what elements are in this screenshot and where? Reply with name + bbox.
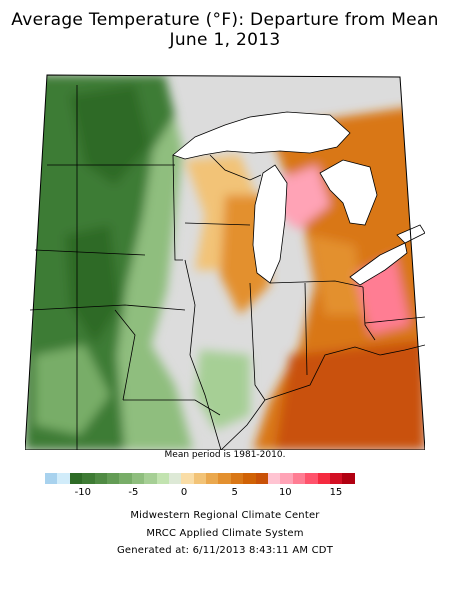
map-frame: [25, 74, 425, 450]
legend-swatch-2: [69, 473, 83, 484]
legend-tick-label: -5: [128, 487, 139, 498]
lake-michigan: [252, 164, 288, 284]
legend-swatch-13: [206, 473, 219, 484]
legend-tick-label: 15: [329, 487, 343, 498]
credit-generated: Generated at: 6/11/2013 8:43:11 AM CDT: [116, 545, 334, 556]
map-date: June 1, 2013: [169, 30, 281, 50]
legend-swatch-23: [329, 473, 343, 484]
legend-swatch-7: [131, 473, 145, 484]
legend-swatch-16: [243, 473, 256, 484]
legend-swatch-12: [193, 473, 207, 484]
mean-period-note: Mean period is 1981-2010.: [164, 450, 286, 460]
lake-huron: [319, 159, 378, 226]
legend-tick-label: -10: [74, 487, 91, 498]
lake-superior: [172, 111, 351, 160]
legend-swatch-24: [342, 473, 355, 484]
legend-swatch-6: [119, 473, 132, 484]
legend-swatch-10: [168, 473, 182, 484]
legend-swatch-20: [292, 473, 306, 484]
legend-swatch-19: [280, 473, 293, 484]
state-boundaries: [29, 85, 425, 450]
lake-erie: [349, 242, 408, 286]
legend-tick-label: 5: [231, 487, 238, 498]
legend-swatch-22: [317, 473, 330, 484]
legend-swatch-14: [218, 473, 231, 484]
color-legend: [45, 473, 355, 484]
legend-swatch-15: [230, 473, 244, 484]
legend-swatch-17: [255, 473, 269, 484]
legend-swatch-5: [106, 473, 120, 484]
legend-tick-label: 0: [180, 487, 188, 498]
temperature-departure-map: [25, 74, 425, 450]
legend-swatch-18: [268, 473, 281, 484]
credit-mrcc: Midwestern Regional Climate Center: [130, 510, 320, 521]
legend-swatch-8: [144, 473, 157, 484]
legend-swatch-4: [94, 473, 107, 484]
legend-tick-label: 10: [278, 487, 292, 498]
map-title: Average Temperature (°F): Departure from…: [11, 10, 439, 30]
legend-swatch-3: [82, 473, 95, 484]
legend-swatch-0: [45, 473, 58, 484]
great-lakes: [172, 111, 425, 286]
legend-swatch-1: [57, 473, 70, 484]
legend-swatch-11: [181, 473, 194, 484]
legend-swatch-9: [156, 473, 169, 484]
legend-swatch-21: [305, 473, 318, 484]
credit-acis: MRCC Applied Climate System: [146, 528, 304, 539]
